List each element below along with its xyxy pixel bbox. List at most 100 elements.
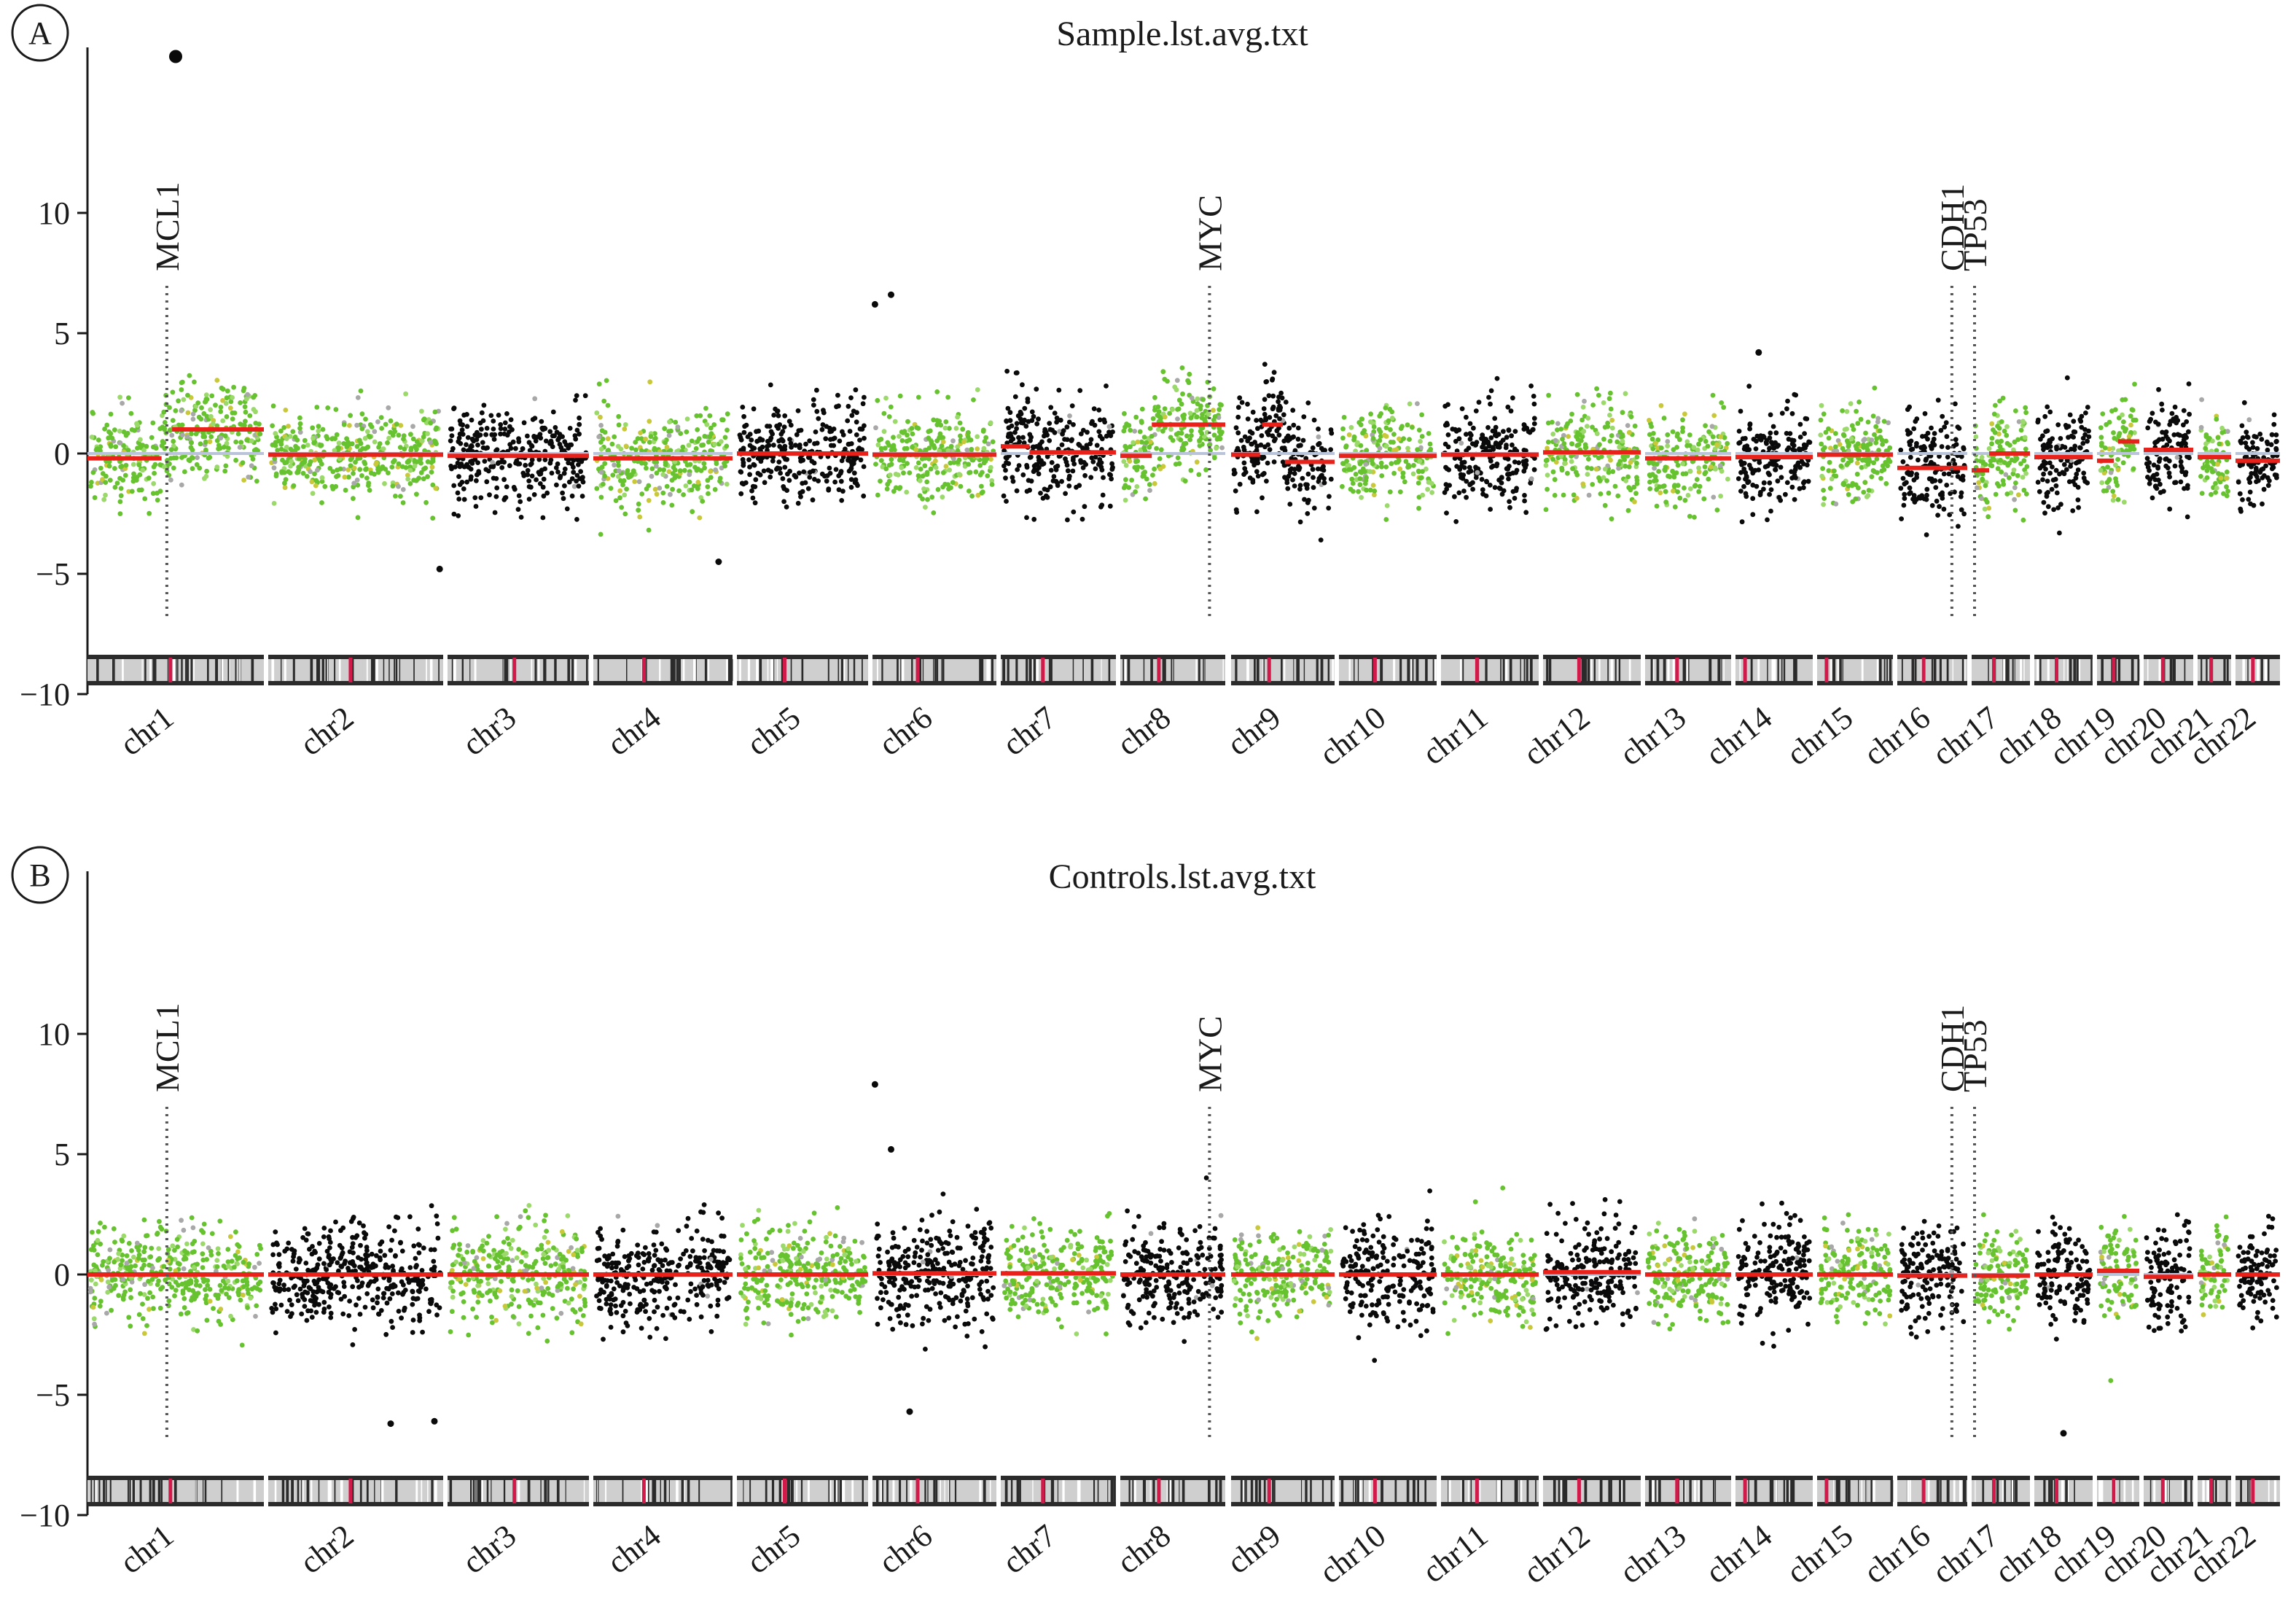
ideogram-chr3 bbox=[448, 655, 589, 685]
ideogram-chr16 bbox=[1897, 655, 1967, 685]
ideogram-chr14 bbox=[1735, 655, 1813, 685]
ideogram-chr11 bbox=[1441, 655, 1539, 685]
chr-label-chr13: chr13 bbox=[1613, 1517, 1692, 1590]
ideogram-chr12 bbox=[1543, 1476, 1641, 1506]
points-chr2 bbox=[269, 1203, 443, 1347]
chr-label-chr7: chr7 bbox=[996, 1517, 1063, 1581]
ideogram-chr9 bbox=[1231, 655, 1335, 685]
panel-a-letter-badge: A bbox=[11, 4, 69, 62]
panel-b-y-tick-label: 5 bbox=[54, 1137, 70, 1172]
ideogram-chr4 bbox=[593, 1476, 733, 1506]
panel-a-y-tick-label: 5 bbox=[54, 316, 70, 351]
ideogram-chr12 bbox=[1543, 655, 1641, 685]
chr-label-chr1: chr1 bbox=[113, 1517, 180, 1581]
points-chr21 bbox=[2198, 1214, 2231, 1318]
chr-label-chr6: chr6 bbox=[872, 699, 939, 763]
ideogram-chr20 bbox=[2144, 1476, 2193, 1506]
chr-label-chr3: chr3 bbox=[456, 1517, 523, 1581]
ideogram-chr16 bbox=[1897, 1476, 1967, 1506]
ideogram-chr1 bbox=[87, 655, 264, 685]
chr-label-chr5: chr5 bbox=[740, 699, 807, 763]
ideogram-chr8 bbox=[1120, 1476, 1225, 1506]
outlier-point bbox=[871, 1081, 878, 1088]
points-chr22 bbox=[2236, 1213, 2279, 1331]
panel-a-letter: A bbox=[28, 15, 52, 51]
panel-b-y-tick-label: 0 bbox=[54, 1257, 70, 1293]
points-chr4 bbox=[594, 1202, 733, 1342]
gene-label-tp53: TP53 bbox=[1956, 1019, 1994, 1092]
points-chr1 bbox=[87, 1215, 263, 1348]
ideogram-chr21 bbox=[2198, 1476, 2231, 1506]
points-chr17 bbox=[1972, 395, 2030, 523]
points-chr6 bbox=[873, 387, 996, 515]
chr-label-chr6: chr6 bbox=[872, 1517, 939, 1581]
panel-b-points bbox=[87, 1175, 2279, 1383]
ideogram-chr1 bbox=[87, 1476, 264, 1506]
chr-label-chr10: chr10 bbox=[1313, 699, 1392, 772]
ideogram-chr2 bbox=[268, 1476, 443, 1506]
chr-label-chr17: chr17 bbox=[1926, 699, 2005, 772]
chr-label-chr1: chr1 bbox=[113, 699, 180, 763]
chr-label-chr9: chr9 bbox=[1220, 699, 1287, 763]
gene-label-myc: MYC bbox=[1191, 1016, 1228, 1092]
chr-label-chr15: chr15 bbox=[1780, 699, 1859, 772]
chr-label-chr15: chr15 bbox=[1780, 1517, 1859, 1590]
points-chr14 bbox=[1735, 384, 1813, 525]
gene-label-tp53: TP53 bbox=[1956, 198, 1994, 271]
panel-b-y-tick-label: 10 bbox=[38, 1016, 70, 1052]
panel-a-title: Sample.lst.avg.txt bbox=[1056, 15, 1308, 53]
points-chr10 bbox=[1340, 401, 1437, 522]
chr-label-chr3: chr3 bbox=[456, 699, 523, 763]
panel-b-y-tick-label: −10 bbox=[20, 1498, 70, 1533]
gene-label-cdh1: CDH1 bbox=[1934, 1005, 1971, 1092]
panel-b-plot: 10 5 0 −5 −10 chr1 chr2 chr3 chr4 chr5 chr6 chr7 chr… bbox=[20, 871, 2280, 1591]
chr-label-chr16: chr16 bbox=[1857, 1517, 1937, 1590]
points-chr6 bbox=[874, 1191, 996, 1352]
chr-label-chr14: chr14 bbox=[1699, 699, 1778, 772]
chr-label-chr7: chr7 bbox=[996, 699, 1063, 763]
points-chr10 bbox=[1340, 1188, 1437, 1363]
panel-b: B Controls.lst.avg.txt 10 5 0 −5 −10 chr1 chr2… bbox=[11, 846, 2280, 1591]
ideogram-chr4 bbox=[593, 655, 733, 685]
ideogram-chr3 bbox=[448, 1476, 589, 1506]
outlier-point bbox=[888, 291, 894, 298]
outlier-point bbox=[715, 558, 722, 565]
panel-b-letter: B bbox=[29, 857, 50, 893]
panel-a-y-tick-label: −10 bbox=[20, 677, 70, 712]
outlier-point bbox=[871, 300, 878, 308]
chr-label-chr4: chr4 bbox=[601, 699, 668, 763]
ideogram-chr13 bbox=[1645, 1476, 1731, 1506]
chr-label-chr5: chr5 bbox=[740, 1517, 807, 1581]
panel-b-title: Controls.lst.avg.txt bbox=[1049, 857, 1316, 896]
chr-label-chr10: chr10 bbox=[1313, 1517, 1392, 1590]
ideogram-chr22 bbox=[2236, 655, 2280, 685]
chr-label-chr13: chr13 bbox=[1613, 699, 1692, 772]
ideogram-chr10 bbox=[1339, 1476, 1437, 1506]
ideogram-chr13 bbox=[1645, 655, 1731, 685]
points-chr12 bbox=[1543, 386, 1640, 522]
points-chr17 bbox=[1972, 1212, 2029, 1332]
points-chr5 bbox=[737, 382, 867, 510]
gene-label-myc: MYC bbox=[1191, 195, 1228, 271]
points-chr19 bbox=[2098, 1214, 2139, 1383]
chr-label-chr8: chr8 bbox=[1110, 699, 1177, 763]
outlier-point bbox=[1755, 349, 1762, 356]
points-chr18 bbox=[2035, 1215, 2093, 1342]
chr-label-chr8: chr8 bbox=[1110, 1517, 1177, 1581]
points-chr11 bbox=[1442, 375, 1537, 524]
points-chr20 bbox=[2144, 1212, 2192, 1334]
panel-a-y-tick-label: 10 bbox=[38, 195, 70, 231]
panel-b-letter-badge: B bbox=[11, 846, 69, 904]
chr-label-chr4: chr4 bbox=[601, 1517, 668, 1581]
chr-label-chr12: chr12 bbox=[1517, 1517, 1596, 1590]
points-chr12 bbox=[1543, 1196, 1640, 1332]
panel-b-y-tick-label: −5 bbox=[36, 1377, 70, 1413]
ideogram-chr2 bbox=[268, 655, 443, 685]
ideogram-chr11 bbox=[1441, 1476, 1539, 1506]
ideogram-chr18 bbox=[2034, 655, 2093, 685]
outlier-point bbox=[431, 1417, 438, 1425]
panel-a-y-tick-label: −5 bbox=[36, 556, 70, 592]
panel-a-plot: 10 5 0 −5 −10 chr1 chr2 chr3 chr4 chr5 chr6 chr7 chr… bbox=[20, 47, 2280, 773]
chr-label-chr2: chr2 bbox=[293, 699, 360, 763]
